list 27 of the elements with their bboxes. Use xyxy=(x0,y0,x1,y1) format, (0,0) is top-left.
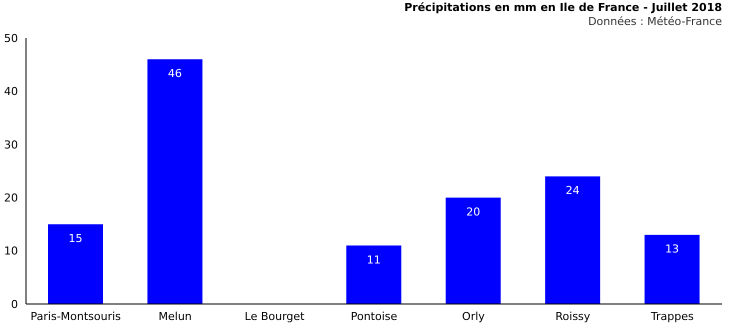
y-tick-label: 30 xyxy=(4,138,18,152)
y-tick-label: 10 xyxy=(4,244,18,258)
y-tick-label: 50 xyxy=(4,32,18,45)
y-tick-label: 40 xyxy=(4,85,18,98)
bar xyxy=(48,224,103,304)
bar xyxy=(346,245,402,304)
x-tick-label: Melun xyxy=(158,310,192,323)
x-tick-label: Roissy xyxy=(555,310,591,323)
data-label: 15 xyxy=(68,232,82,246)
bar xyxy=(644,234,700,304)
data-label: 24 xyxy=(566,184,580,198)
x-tick-label: Paris-Montsouris xyxy=(30,310,122,323)
data-label: 46 xyxy=(168,67,182,80)
bar xyxy=(446,198,501,304)
data-label: 20 xyxy=(466,205,480,218)
bar xyxy=(147,59,202,304)
x-tick-label: Orly xyxy=(462,310,486,323)
bar xyxy=(545,176,600,304)
data-label: 13 xyxy=(665,242,680,256)
chart-subtitle: Données : Météo-France xyxy=(587,15,722,29)
data-label: 11 xyxy=(366,253,381,266)
chart-title: Précipitations en mm en Ile de France - Juillet 2018 xyxy=(404,1,722,15)
y-tick-label: 0 xyxy=(11,298,18,311)
x-tick-label: Trappes xyxy=(650,310,694,323)
x-tick-label: Pontoise xyxy=(350,310,398,323)
y-tick-label: 20 xyxy=(4,192,18,205)
x-tick-label: Le Bourget xyxy=(244,310,306,323)
